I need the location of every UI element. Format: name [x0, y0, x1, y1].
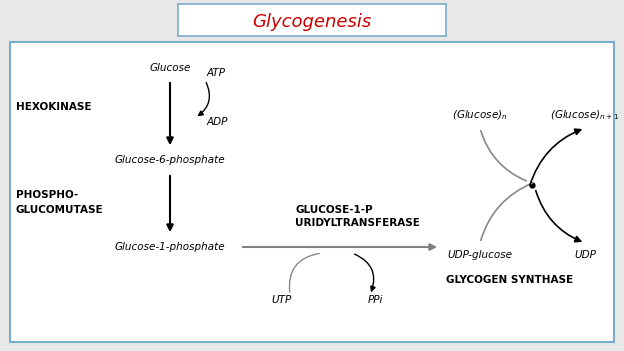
Text: GLYCOGEN SYNTHASE: GLYCOGEN SYNTHASE [446, 275, 573, 285]
FancyBboxPatch shape [178, 4, 446, 36]
Text: URIDYLTRANSFERASE: URIDYLTRANSFERASE [295, 218, 420, 228]
Text: UTP: UTP [272, 295, 292, 305]
Text: Glucose-1-phosphate: Glucose-1-phosphate [115, 242, 225, 252]
Text: GLUCOSE-1-P: GLUCOSE-1-P [295, 205, 373, 215]
Text: GLUCOMUTASE: GLUCOMUTASE [16, 205, 104, 215]
Text: Glucose: Glucose [149, 63, 191, 73]
Text: HEXOKINASE: HEXOKINASE [16, 102, 92, 112]
Text: PPi: PPi [368, 295, 383, 305]
Text: PHOSPHO-: PHOSPHO- [16, 190, 78, 200]
Text: Glycogenesis: Glycogenesis [252, 13, 372, 31]
Text: Glucose-6-phosphate: Glucose-6-phosphate [115, 155, 225, 165]
Text: ATP: ATP [207, 68, 226, 78]
Text: ADP: ADP [207, 117, 228, 127]
Text: (Glucose)$_n$: (Glucose)$_n$ [452, 108, 508, 122]
Text: (Glucose)$_{n+1}$: (Glucose)$_{n+1}$ [550, 108, 620, 122]
FancyBboxPatch shape [10, 42, 614, 342]
Text: UDP-glucose: UDP-glucose [447, 250, 512, 260]
Text: UDP: UDP [574, 250, 596, 260]
